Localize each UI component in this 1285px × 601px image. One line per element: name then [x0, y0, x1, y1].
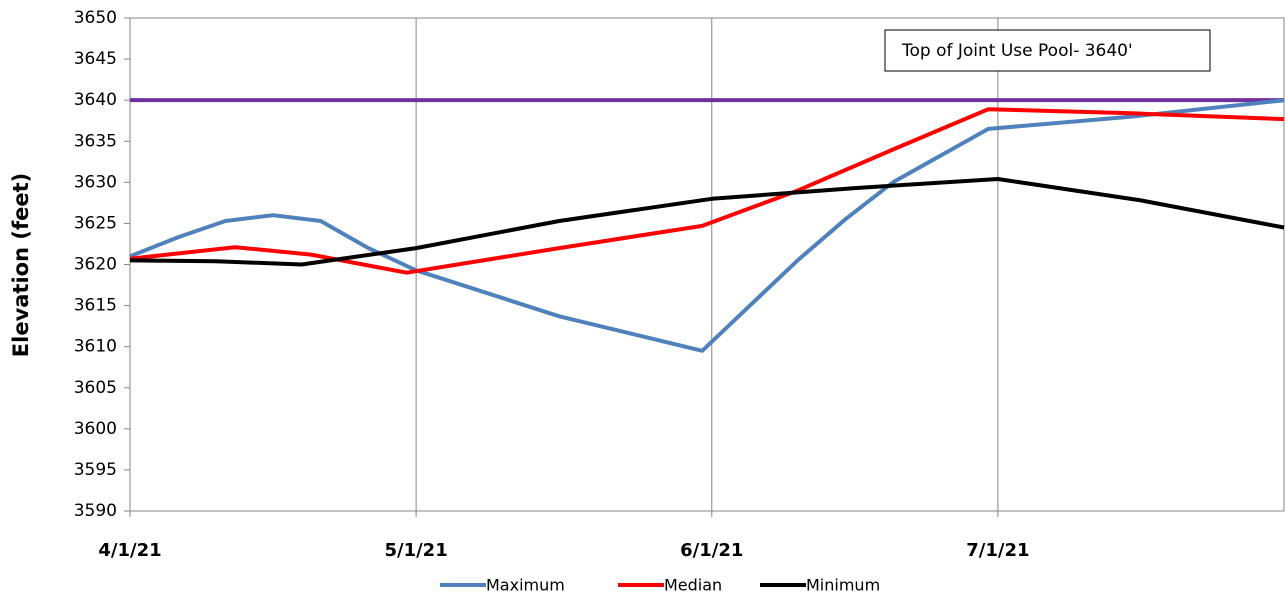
y-tick-label: 3590: [74, 501, 117, 521]
line-series: [129, 107, 1285, 275]
y-tick-label: 3600: [74, 419, 117, 439]
y-tick-label: 3625: [74, 213, 117, 233]
x-tick-label: 7/1/21: [966, 540, 1029, 561]
x-tick-label: 4/1/21: [98, 540, 161, 561]
y-tick-label: 3610: [74, 337, 117, 357]
y-tick-label: 3630: [74, 172, 117, 192]
y-axis-label: Elevation (feet): [9, 173, 33, 357]
legend-label: Minimum: [806, 576, 880, 595]
y-tick-label: 3640: [74, 90, 117, 110]
legend-label: Maximum: [486, 576, 565, 595]
x-tick-label: 6/1/21: [680, 540, 743, 561]
y-tick-label: 3650: [74, 8, 117, 28]
y-tick-label: 3615: [74, 296, 117, 316]
annotation-box: [884, 29, 1211, 72]
x-tick-label: 5/1/21: [384, 540, 447, 561]
y-tick-label: 3595: [74, 460, 117, 480]
legend-label: Median: [664, 576, 722, 595]
line-series: [129, 177, 1285, 267]
y-tick-label: 3620: [74, 255, 117, 275]
y-tick-label: 3605: [74, 378, 117, 398]
y-tick-label: 3635: [74, 131, 117, 151]
line-series: [129, 98, 1285, 353]
y-tick-label: 3645: [74, 49, 117, 69]
annotation: Top of Joint Use Pool- 3640': [901, 41, 1133, 61]
plot-border: [129, 17, 1285, 512]
